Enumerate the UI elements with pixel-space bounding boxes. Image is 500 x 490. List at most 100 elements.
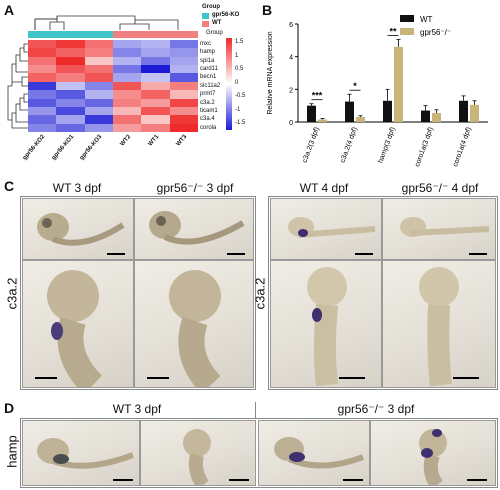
embryo-drawing <box>149 211 245 245</box>
heatmap-column-label: WT1 <box>147 134 161 148</box>
heatmap-cell <box>28 40 57 49</box>
color-scale-tick: -1 <box>235 106 241 113</box>
heatmap-cell <box>113 123 142 133</box>
significance-label: *** <box>312 91 323 101</box>
scale-bar <box>343 479 363 481</box>
embryo-drawing <box>47 270 103 387</box>
heatmap-cell <box>141 73 171 83</box>
color-scale-bar <box>226 38 232 130</box>
heatmap-cell <box>28 98 57 108</box>
heatmap-cell <box>141 98 171 108</box>
panel-c-header-wt-3dpf: WT 3 dpf <box>52 181 102 195</box>
heatmap-cell <box>141 81 171 91</box>
heatmap-cell <box>28 73 57 83</box>
color-scale-tick: -1.5 <box>235 120 246 126</box>
embryo-drawing <box>419 267 459 387</box>
heatmap-cell <box>56 123 86 133</box>
panel-d-header-ko: gpr56⁻/⁻ 3 dpf <box>337 402 415 416</box>
y-tick-label: 2 <box>289 87 293 94</box>
embryo-image-ko-3dpf-lateral <box>134 198 254 260</box>
scale-bar <box>147 377 169 379</box>
x-tick-label: c3a.2(4 dpf) <box>340 126 359 164</box>
heatmap-cell <box>84 90 114 100</box>
heatmap-row-label: c3a.4 <box>200 116 215 123</box>
legend-label-wt: WT <box>212 20 222 26</box>
heatmap-legend-title: Group <box>202 4 220 10</box>
x-tick-label: c3a.2(3 dpf) <box>302 126 321 164</box>
heatmap-cell <box>84 115 114 125</box>
panel-d-label: D <box>4 400 15 416</box>
heatmap-cell <box>169 81 199 91</box>
panel-c-header-ko-4dpf: gpr56⁻/⁻ 4 dpf <box>401 181 479 195</box>
panel-c-header-ko-3dpf: gpr56⁻/⁻ 3 dpf <box>156 181 234 195</box>
legend-label: WT <box>420 15 433 24</box>
heatmap-cell <box>56 56 86 66</box>
scale-bar <box>339 377 365 379</box>
bar <box>421 110 430 122</box>
bar <box>394 46 403 122</box>
scale-title: Group <box>206 30 223 36</box>
heatmap-row-label: card11 <box>200 66 218 73</box>
scale-bar <box>467 479 487 481</box>
heatmap-cell <box>84 56 114 66</box>
heatmap-column-label: gpr56-KO2 <box>22 134 47 162</box>
color-scale-tick: 1.5 <box>235 39 244 45</box>
panel-d-frame <box>20 418 498 488</box>
heatmap-cell <box>28 65 57 74</box>
y-tick-label: 6 <box>289 22 293 29</box>
heatmap-cell <box>84 48 114 58</box>
y-tick-label: 4 <box>289 55 293 62</box>
heatmap-cell <box>113 106 142 116</box>
panel-c-right-rowlabel-box: c3a.2 <box>252 196 268 388</box>
bar <box>345 101 354 122</box>
heatmap-cell <box>28 90 57 100</box>
heatmap-cell <box>113 90 142 100</box>
embryo-image-d-ko-lateral <box>258 420 370 486</box>
color-scale-ticks: 1.5 1 0.5 0 -0.5 -1 -1.5 <box>235 38 255 130</box>
heatmap-cell <box>28 115 57 125</box>
heatmap-cell <box>113 56 142 66</box>
color-scale-tick: 0.5 <box>235 66 244 72</box>
color-scale-tick: -0.5 <box>235 93 246 99</box>
legend-swatch <box>400 28 414 35</box>
heatmap-cell <box>56 106 86 116</box>
heatmap-cell <box>141 48 171 58</box>
heatmap-cell <box>84 123 114 133</box>
heatmap-cell <box>169 123 199 133</box>
heatmap-cell <box>56 90 86 100</box>
heatmap-cell <box>169 56 199 66</box>
heatmap-cell <box>113 48 142 58</box>
panel-c-left-frame <box>20 196 256 390</box>
heatmap-cell <box>28 56 57 66</box>
group-annotation-bar <box>28 31 198 38</box>
legend-swatch-wt <box>202 21 209 27</box>
heatmap-cell <box>141 90 171 100</box>
x-tick-label: coro1a(4 dpf) <box>452 126 473 168</box>
heatmap-cell <box>113 98 142 108</box>
heatmap-cell <box>113 81 142 91</box>
panel-d-header-divider <box>255 402 256 418</box>
legend-swatch <box>400 15 414 22</box>
significance-label: * <box>353 81 357 91</box>
group-bar-ko <box>28 31 113 38</box>
heatmap-cell <box>113 40 142 49</box>
panel-d-header-wt: WT 3 dpf <box>112 402 162 416</box>
heatmap-row-label: becn1 <box>200 74 217 81</box>
embryo-image-d-wt-lateral <box>22 420 140 486</box>
heatmap-cell <box>169 48 199 58</box>
panel-c-right-row-label: c3a.2 <box>252 277 268 310</box>
heatmap-row-label: ticam1 <box>200 107 218 114</box>
heatmap-cell <box>84 81 114 91</box>
embryo-drawing <box>288 217 376 238</box>
panel-c-right-frame <box>268 196 498 390</box>
scale-bar <box>469 253 487 255</box>
bar <box>383 100 392 122</box>
heatmap-cell <box>56 48 86 58</box>
embryo-image-ko-4dpf-zoom <box>382 260 496 388</box>
heatmap-column-label: WT2 <box>119 134 132 148</box>
column-dendrogram <box>34 15 179 30</box>
heatmap-cell <box>28 106 57 116</box>
panel-c-left-row-label: c3a.2 <box>4 277 20 310</box>
heatmap-cell <box>141 40 171 49</box>
heatmap-row-labels: mxc hamp spi1a card11 becn1 slc11a2 prmt7 c3a.2… <box>200 40 240 132</box>
